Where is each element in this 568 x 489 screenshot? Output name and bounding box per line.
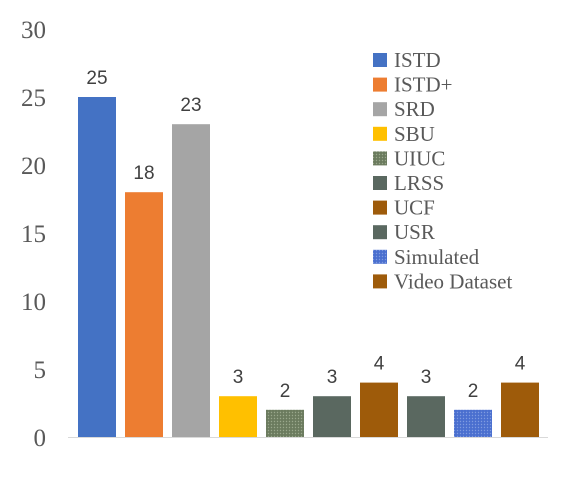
legend-swatch xyxy=(373,200,387,215)
data-label: 25 xyxy=(86,68,107,89)
bar-video-dataset xyxy=(501,382,539,437)
y-tick-label: 20 xyxy=(21,153,46,180)
bar-simulated xyxy=(454,409,492,437)
data-label: 2 xyxy=(280,381,291,402)
bar-usr xyxy=(407,396,445,437)
data-label: 4 xyxy=(374,354,385,375)
legend-swatch xyxy=(373,126,387,141)
legend-label: LRSS xyxy=(394,171,444,195)
legend-swatch xyxy=(373,77,387,92)
legend-label: UCF xyxy=(394,196,435,220)
bar-istd- xyxy=(125,192,163,437)
legend-label: Simulated xyxy=(394,245,480,269)
data-label: 3 xyxy=(233,367,244,388)
bars xyxy=(78,97,539,437)
y-axis: 0 5 10 15 20 25 30 xyxy=(21,17,548,452)
data-label: 2 xyxy=(468,381,479,402)
legend-label: USR xyxy=(394,220,435,244)
bar-istd xyxy=(78,97,116,437)
legend-label: UIUC xyxy=(394,146,445,170)
y-tick-label: 10 xyxy=(21,289,46,316)
legend-label: SRD xyxy=(394,97,435,121)
legend-label: Video Dataset xyxy=(394,269,512,293)
y-tick-label: 25 xyxy=(21,85,46,112)
data-label: 18 xyxy=(133,163,154,184)
bar-sbu xyxy=(219,396,257,437)
legend-swatch xyxy=(373,102,387,117)
bar-uiuc xyxy=(266,409,304,437)
y-tick-label: 15 xyxy=(21,221,46,248)
legend-swatch xyxy=(373,151,387,166)
data-label: 4 xyxy=(515,354,526,375)
data-label: 23 xyxy=(180,95,201,116)
legend-swatch xyxy=(373,225,387,240)
legend-swatch xyxy=(373,53,387,67)
legend-label: ISTD xyxy=(394,48,441,72)
data-label: 3 xyxy=(421,367,432,388)
y-tick-label: 0 xyxy=(34,425,47,452)
legend-label: ISTD+ xyxy=(394,73,453,97)
bar-ucf xyxy=(360,382,398,437)
legend-label: SBU xyxy=(394,122,435,146)
data-label: 3 xyxy=(327,367,338,388)
y-tick-label: 5 xyxy=(34,357,47,384)
legend-swatch xyxy=(373,274,387,289)
legend-swatch xyxy=(373,176,387,190)
legend-swatch xyxy=(373,249,387,264)
legend: ISTDISTD+SRDSBUUIUCLRSSUCFUSRSimulatedVi… xyxy=(373,48,512,293)
bar-lrss xyxy=(313,396,351,437)
y-tick-label: 30 xyxy=(21,17,46,44)
bar-srd xyxy=(172,124,210,437)
